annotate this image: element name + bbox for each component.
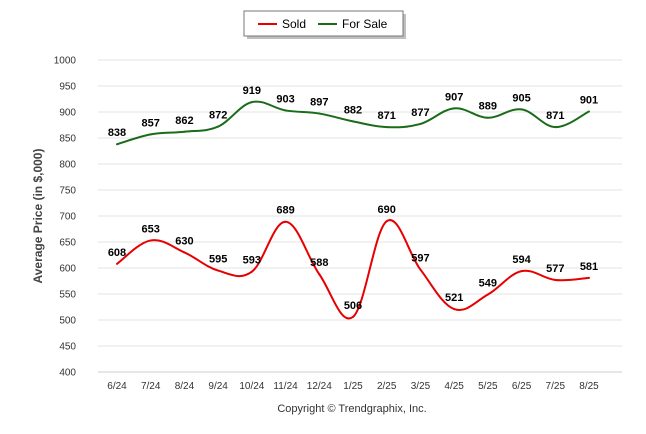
for-sale-data-label: 871	[546, 110, 564, 122]
x-tick-label: 4/25	[444, 381, 464, 392]
for-sale-data-point	[520, 108, 523, 111]
for-sale-data-point	[419, 122, 422, 125]
sold-data-point	[217, 269, 220, 272]
sold-data-label: 689	[276, 205, 294, 217]
for-sale-data-point	[217, 125, 220, 128]
sold-data-point	[453, 308, 456, 311]
sold-data-label: 597	[411, 253, 429, 265]
for-sale-data-label: 877	[411, 107, 429, 119]
for-sale-data-label: 882	[344, 104, 362, 116]
x-tick-label: 9/24	[208, 381, 228, 392]
y-tick-label: 650	[59, 238, 76, 249]
x-tick-label: 7/25	[546, 381, 566, 392]
y-tick-label: 900	[59, 108, 76, 119]
sold-data-point	[284, 220, 287, 223]
sold-data-label: 588	[310, 257, 328, 269]
x-tick-label: 6/24	[107, 381, 127, 392]
y-axis-title: Average Price (in $,000)	[31, 149, 45, 284]
sold-data-point	[486, 293, 489, 296]
for-sale-data-point	[318, 112, 321, 115]
for-sale-data-label: 872	[209, 110, 227, 122]
for-sale-data-label: 919	[243, 85, 261, 97]
sold-data-label: 595	[209, 254, 227, 266]
for-sale-data-label: 857	[142, 117, 160, 129]
x-tick-label: 12/24	[307, 381, 332, 392]
y-tick-label: 750	[59, 186, 76, 197]
sold-data-point	[183, 251, 186, 254]
for-sale-data-point	[352, 120, 354, 123]
sold-data-point	[116, 262, 118, 265]
for-sale-data-label: 838	[108, 127, 126, 139]
y-axis-ticks: 400 450 500 550 600 650 700 750 800 850 900 950 1000	[54, 56, 77, 379]
sold-data-point	[149, 239, 152, 242]
sold-data-point	[419, 268, 422, 271]
for-sale-data-label: 903	[276, 93, 294, 105]
for-sale-data-point	[116, 143, 118, 146]
x-tick-label: 8/24	[175, 381, 195, 392]
x-tick-label: 2/25	[377, 381, 397, 392]
for-sale-data-point	[250, 101, 253, 104]
for-sale-data-point	[149, 133, 152, 136]
sold-data-label: 521	[445, 292, 463, 304]
sold-data-point	[352, 315, 354, 318]
y-tick-label: 850	[59, 134, 76, 145]
x-tick-label: 7/24	[141, 381, 161, 392]
x-axis-ticks: 6/24 7/24 8/24 9/24 10/24 11/24 12/24 1/25 2/25 3…	[107, 381, 599, 392]
y-tick-label: 800	[59, 160, 76, 171]
x-tick-label: 6/25	[512, 381, 532, 392]
x-tick-label: 10/24	[239, 381, 264, 392]
sold-data-label: 577	[546, 263, 564, 275]
y-tick-label: 500	[59, 316, 76, 327]
for-sale-data-label: 907	[445, 91, 463, 103]
for-sale-data-label: 871	[378, 110, 396, 122]
legend: Sold For Sale	[243, 10, 406, 39]
for-sale-data-point	[385, 126, 388, 129]
sold-data-label: 630	[175, 235, 193, 247]
sold-data-point	[385, 220, 388, 223]
sold-data-label: 593	[243, 255, 261, 267]
x-tick-label: 1/25	[343, 381, 363, 392]
for-sale-data-label: 905	[512, 92, 530, 104]
x-tick-label: 5/25	[478, 381, 498, 392]
data-labels: 608 653 630 595 593 689 588 506 690 597 521 549 594 5…	[108, 85, 598, 312]
for-sale-data-label: 897	[310, 97, 328, 109]
sold-data-label: 549	[479, 278, 497, 290]
for-sale-legend-label: For Sale	[342, 17, 388, 31]
for-sale-data-point	[486, 116, 489, 119]
sold-data-label: 581	[580, 261, 598, 273]
x-tick-label: 11/24	[273, 381, 298, 392]
sold-data-label: 608	[108, 247, 126, 259]
sold-data-point	[554, 278, 557, 281]
for-sale-data-label: 889	[479, 101, 497, 113]
for-sale-data-label: 901	[580, 94, 598, 106]
y-tick-label: 700	[59, 212, 76, 223]
for-sale-data-label: 862	[175, 115, 193, 127]
for-sale-data-point	[588, 110, 590, 113]
sold-data-point	[588, 276, 590, 279]
sold-data-label: 506	[344, 300, 362, 312]
sold-data-point	[318, 273, 321, 276]
sold-data-label: 594	[512, 254, 531, 266]
sold-data-point	[520, 270, 523, 273]
for-sale-data-point	[284, 109, 287, 112]
series-lines	[116, 100, 590, 320]
gridlines	[98, 59, 622, 373]
for-sale-data-point	[554, 126, 557, 129]
sold-data-point	[250, 270, 253, 273]
y-tick-label: 550	[59, 290, 76, 301]
sold-data-label: 690	[378, 204, 396, 216]
y-tick-label: 1000	[54, 56, 77, 67]
y-tick-label: 400	[59, 368, 76, 379]
y-tick-label: 950	[59, 82, 76, 93]
y-tick-label: 600	[59, 264, 76, 275]
x-tick-label: 3/25	[411, 381, 431, 392]
for-sale-data-point	[453, 107, 456, 110]
x-tick-label: 8/25	[579, 381, 599, 392]
copyright-footer: Copyright © Trendgraphix, Inc.	[277, 403, 426, 415]
for-sale-data-point	[183, 130, 186, 133]
y-tick-label: 450	[59, 342, 76, 353]
sold-legend-label: Sold	[282, 17, 306, 31]
sold-data-label: 653	[142, 223, 160, 235]
